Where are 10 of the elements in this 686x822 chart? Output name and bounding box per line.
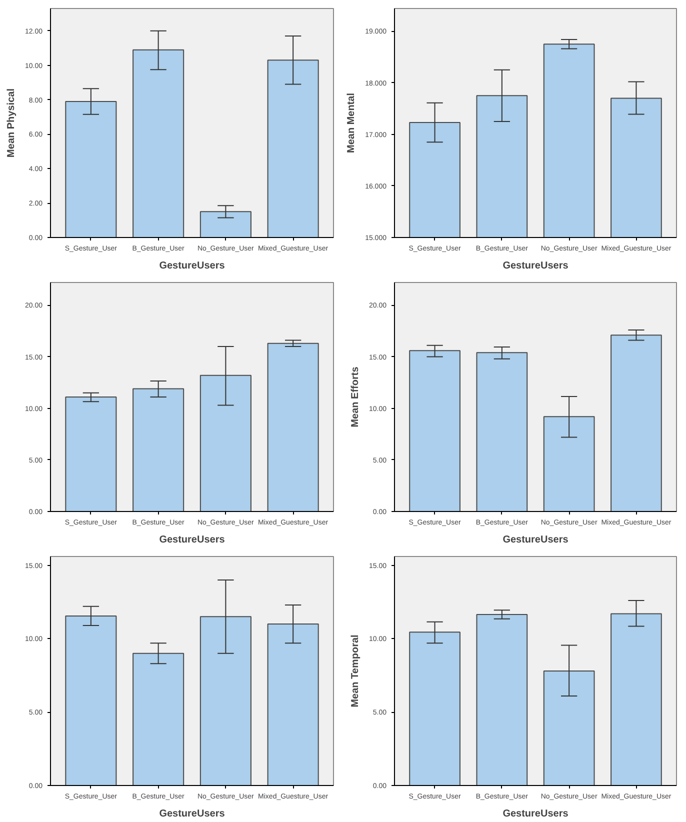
x-axis-title: GestureUsers: [502, 534, 569, 546]
x-axis-title: GestureUsers: [502, 808, 569, 820]
y-axis-title: Mean Physical: [6, 88, 17, 158]
y-axis-title: Mean Efforts: [350, 366, 361, 428]
x-axis-title: GestureUsers: [159, 260, 226, 272]
x-axis-title: GestureUsers: [502, 260, 569, 272]
x-axis-title: GestureUsers: [159, 534, 226, 546]
y-axis-title: Mean Mental: [346, 92, 358, 154]
x-axis-title: GestureUsers: [159, 808, 226, 820]
y-axis-title: Mean Temporal: [350, 634, 361, 708]
